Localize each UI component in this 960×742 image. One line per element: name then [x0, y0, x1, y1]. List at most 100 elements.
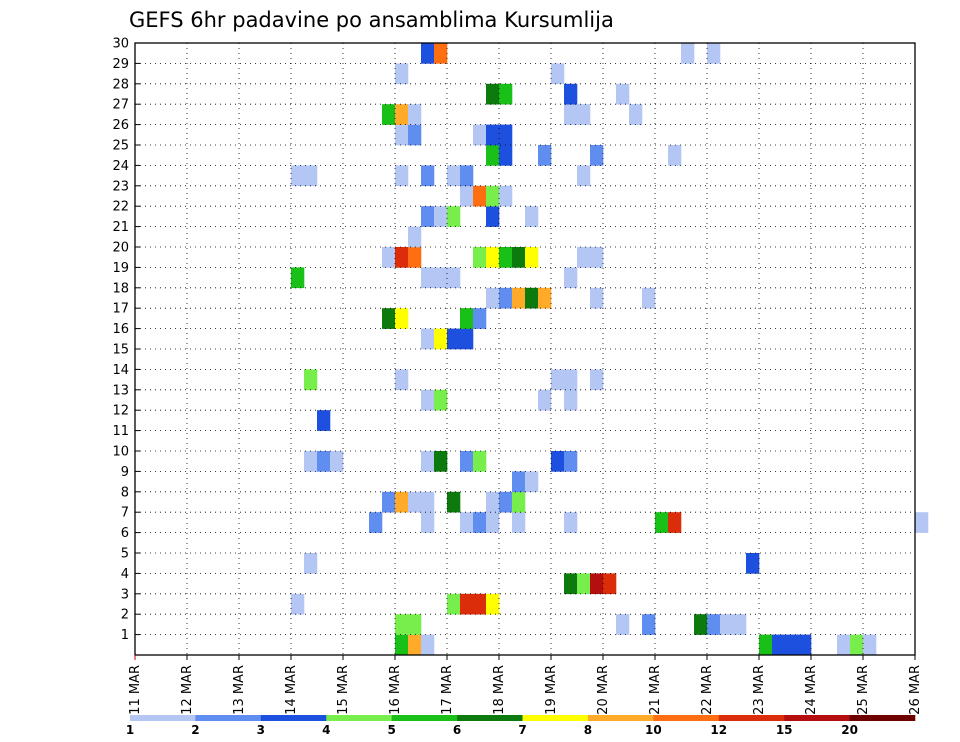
y-axis: 1234567891011121314151617181920212223242…	[112, 37, 140, 643]
legend-label: 7	[518, 723, 526, 737]
x-tick-label: 22 MAR	[700, 665, 715, 715]
heatmap-cell	[291, 165, 305, 187]
legend-label: 5	[387, 723, 395, 737]
heatmap-cell	[395, 308, 409, 329]
heatmap-cell	[395, 491, 409, 513]
heatmap-cell	[421, 43, 435, 64]
legend-swatch	[391, 715, 458, 721]
heatmap-cell	[330, 451, 344, 472]
heatmap-cell	[421, 491, 435, 513]
y-tick-label: 23	[112, 179, 129, 194]
x-tick-label: 24 MAR	[804, 665, 819, 715]
y-tick-label: 5	[121, 547, 129, 562]
heatmap-cell	[616, 614, 630, 635]
heatmap-cell	[499, 185, 513, 207]
heatmap-cell	[421, 328, 435, 350]
y-tick-label: 9	[121, 465, 129, 480]
heatmap-cell	[473, 247, 487, 268]
y-tick-label: 12	[112, 404, 129, 419]
heatmap-cell	[408, 104, 422, 125]
y-tick-label: 14	[112, 363, 129, 378]
heatmap-cell	[473, 124, 487, 146]
heatmap-cell	[434, 451, 448, 472]
y-tick-label: 17	[112, 302, 129, 317]
heatmap-cell	[382, 491, 396, 513]
heatmap-cell	[473, 593, 487, 615]
heatmap-cell	[486, 83, 500, 105]
heatmap-cell	[486, 287, 500, 309]
heatmap-cell	[395, 124, 409, 146]
heatmap-cell	[291, 267, 305, 289]
heatmap-cell	[473, 308, 487, 329]
heatmap-cell	[434, 328, 448, 350]
y-tick-label: 6	[121, 526, 129, 541]
heatmap-cell	[460, 328, 474, 350]
chart-title: GEFS 6hr padavine po ansamblima Kursumli…	[129, 8, 614, 32]
y-tick-label: 16	[112, 322, 129, 337]
heatmap-cell	[642, 614, 656, 635]
heatmap-cell	[512, 491, 526, 513]
heatmap-cell	[486, 145, 500, 166]
heatmap-cell	[499, 145, 513, 166]
heatmap-cell	[486, 206, 500, 227]
heatmap-cell	[499, 124, 513, 146]
heatmap-cell	[785, 634, 799, 656]
legend-label: 10	[645, 723, 662, 737]
heatmap-cell	[395, 634, 409, 656]
y-tick-label: 26	[112, 118, 129, 133]
heatmap-cell	[304, 451, 318, 472]
heatmap-cell	[473, 512, 487, 533]
heatmap-cell	[577, 573, 591, 595]
y-tick-label: 21	[112, 220, 129, 235]
heatmap-cell	[863, 634, 877, 656]
heatmap-cell	[538, 145, 552, 166]
heatmap-cell	[460, 512, 474, 533]
heatmap-cell	[434, 389, 448, 411]
heatmap-cell	[486, 247, 500, 268]
legend-swatch	[457, 715, 523, 721]
heatmap-cell	[590, 287, 604, 309]
heatmap-cell	[798, 634, 812, 656]
heatmap-cell	[564, 512, 578, 533]
heatmap-cell	[395, 614, 409, 635]
legend-swatch	[260, 715, 327, 721]
heatmap-cell	[382, 104, 396, 125]
heatmap-cell	[304, 369, 318, 391]
x-tick-label: 23 MAR	[752, 665, 767, 715]
y-tick-label: 4	[121, 567, 129, 582]
x-tick-label: 15 MAR	[336, 665, 351, 715]
y-tick-label: 29	[112, 57, 129, 72]
heatmap-cell	[434, 206, 448, 227]
legend-label: 1	[126, 723, 134, 737]
heatmap-cell	[551, 451, 565, 472]
legend-swatch	[522, 715, 589, 721]
legend-swatch	[130, 715, 196, 721]
legend-swatch	[326, 715, 392, 721]
heatmap-cell	[421, 512, 435, 533]
heatmap-cell	[486, 593, 500, 615]
heatmap-cell	[655, 512, 669, 533]
heatmap-cell	[473, 451, 487, 472]
heatmap-cell	[642, 287, 656, 309]
heatmap-cell	[460, 308, 474, 329]
y-tick-label: 7	[121, 506, 129, 521]
heatmap-cell	[408, 614, 422, 635]
heatmap-cell	[759, 634, 773, 656]
x-tick-label: 14 MAR	[284, 665, 299, 715]
x-tick-label: 21 MAR	[648, 665, 663, 715]
heatmap-cell	[304, 165, 318, 187]
y-tick-label: 19	[112, 261, 129, 276]
heatmap-cell	[551, 63, 565, 85]
heatmap-cell	[499, 247, 513, 268]
heatmap-cell	[564, 389, 578, 411]
y-tick-label: 28	[112, 77, 129, 92]
y-tick-label: 15	[112, 343, 129, 358]
x-tick-label: 26 MAR	[908, 665, 923, 715]
heatmap-cell	[681, 43, 695, 64]
legend-label: 4	[322, 723, 330, 737]
heatmap-cell	[746, 553, 760, 574]
heatmap-cell	[317, 410, 331, 431]
legend-label: 20	[841, 723, 858, 737]
x-tick-label: 19 MAR	[544, 665, 559, 715]
heatmap-cells	[291, 43, 929, 656]
